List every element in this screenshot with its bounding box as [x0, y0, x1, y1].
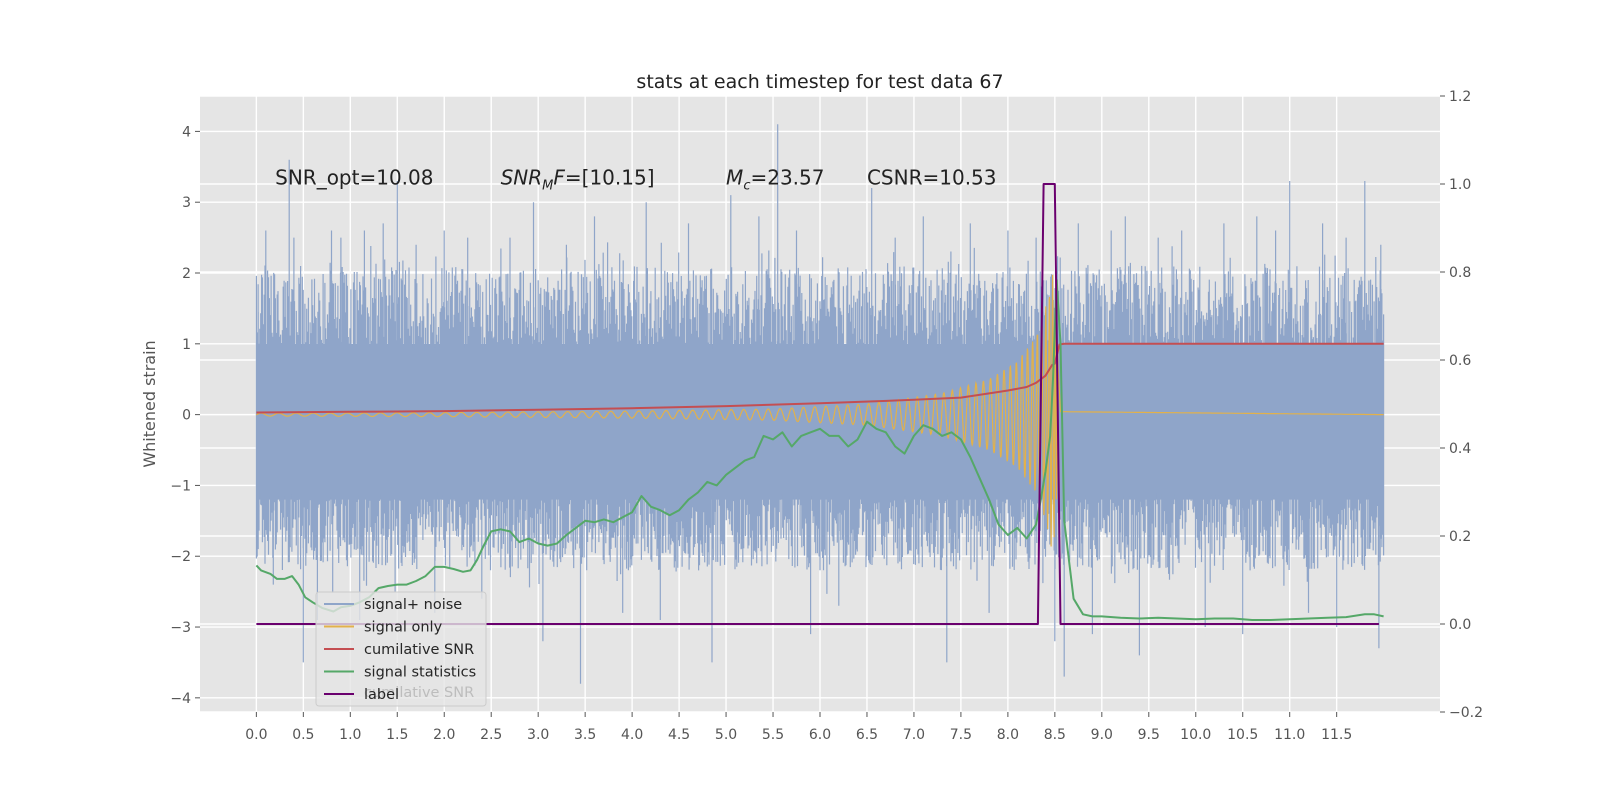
annotation-subscript: M: [542, 178, 553, 193]
legend-box: [315, 591, 487, 707]
annotation-main: M: [726, 165, 743, 189]
y-tick-label: −2: [170, 549, 191, 565]
series-signal-only: [256, 274, 1384, 547]
legend-label: signal only: [364, 620, 443, 636]
y-axis-ticks: 4 3 2 1 0 −1 −2 −3 −4: [170, 124, 200, 707]
x-tick-label: 5.0: [715, 727, 737, 743]
right-y-tick-label: 0.2: [1449, 529, 1471, 545]
annotation-f: F: [553, 165, 565, 189]
annotation-subscript: c: [743, 178, 750, 193]
x-tick-label: 3.0: [527, 727, 549, 743]
chart-title: stats at each timestep for test data 67: [636, 71, 1003, 93]
x-tick-label: 1.5: [386, 727, 408, 743]
series-label: [256, 183, 1379, 625]
legend-label: label: [364, 687, 399, 703]
y-tick-label: 0: [182, 408, 191, 424]
x-tick-label: 11.0: [1274, 727, 1305, 743]
x-tick-label: 9.0: [1091, 727, 1113, 743]
right-y-tick-label: −0.2: [1449, 705, 1483, 721]
right-y-axis-ticks: 1.2 1.0 0.8 0.6 0.4 0.2 0.0 −0.2: [1440, 89, 1483, 721]
legend-label: signal statistics: [364, 665, 476, 681]
legend-label: signal+ noise: [364, 597, 462, 613]
x-tick-label: 5.5: [762, 727, 784, 743]
x-tick-label: 1.0: [339, 727, 361, 743]
x-tick-label: 7.5: [950, 727, 972, 743]
annotation-tail: F=[10.15]: [553, 165, 654, 189]
annotation-main: SNR: [501, 165, 543, 189]
right-y-tick-label: 1.2: [1449, 89, 1471, 105]
x-tick-label: 10.0: [1180, 727, 1211, 743]
series-cumulative-snr: [256, 342, 1384, 414]
y-tick-label: −3: [170, 620, 191, 636]
x-tick-label: 2.0: [433, 727, 455, 743]
right-y-tick-label: 0.6: [1449, 353, 1471, 369]
series-signal-statistics: [255, 279, 1384, 621]
x-tick-label: 0.5: [292, 727, 314, 743]
x-tick-label: 8.5: [1044, 727, 1066, 743]
legend-label: cumilative SNR: [364, 642, 474, 658]
annotations: SNR_opt=10.08 SNRMF=[10.15] Mc=23.57 CSNR=1…: [275, 165, 996, 193]
annotation-csnr: CSNR=10.53: [867, 165, 997, 189]
y-tick-label: 3: [182, 195, 191, 211]
x-axis-ticks: 0.0 0.5 1.0 1.5 2.0 2.5 3.0 3.5 4.0 4.5 5.0 5.5 6.0 6…: [245, 712, 1352, 743]
annotation-tail: =23.57: [750, 165, 824, 189]
y-axis-label: Whitened strain: [140, 340, 159, 467]
x-tick-label: 2.5: [480, 727, 502, 743]
series-layer: [255, 124, 1385, 684]
right-y-tick-label: 0.0: [1449, 617, 1471, 633]
y-tick-label: −4: [170, 691, 191, 707]
y-tick-label: 2: [182, 266, 191, 282]
legend: cumilative SNR signal+ noise signal only cu…: [315, 591, 487, 707]
x-tick-label: 7.0: [903, 727, 925, 743]
x-tick-label: 11.5: [1321, 727, 1352, 743]
x-tick-label: 6.5: [856, 727, 878, 743]
y-tick-label: 1: [182, 337, 191, 353]
y-tick-label: −1: [170, 478, 191, 494]
right-y-tick-label: 0.4: [1449, 441, 1471, 457]
right-y-tick-label: 0.8: [1449, 265, 1471, 281]
annotation-value: =[10.15]: [565, 165, 655, 189]
x-tick-label: 4.5: [668, 727, 690, 743]
annotation-snr-mf: SNRMF=[10.15]: [501, 165, 655, 193]
legend-ghost-text: cumilative SNR: [364, 685, 474, 701]
annotation-mc: Mc=23.57: [726, 165, 824, 193]
right-y-tick-label: 1.0: [1449, 177, 1471, 193]
x-tick-label: 3.5: [574, 727, 596, 743]
x-tick-label: 8.0: [997, 727, 1019, 743]
x-tick-label: 0.0: [245, 727, 267, 743]
x-tick-label: 9.5: [1138, 727, 1160, 743]
x-tick-label: 4.0: [621, 727, 643, 743]
x-tick-label: 6.0: [809, 727, 831, 743]
annotation-snr-opt: SNR_opt=10.08: [275, 165, 433, 189]
y-tick-label: 4: [182, 124, 191, 140]
x-tick-label: 10.5: [1227, 727, 1258, 743]
